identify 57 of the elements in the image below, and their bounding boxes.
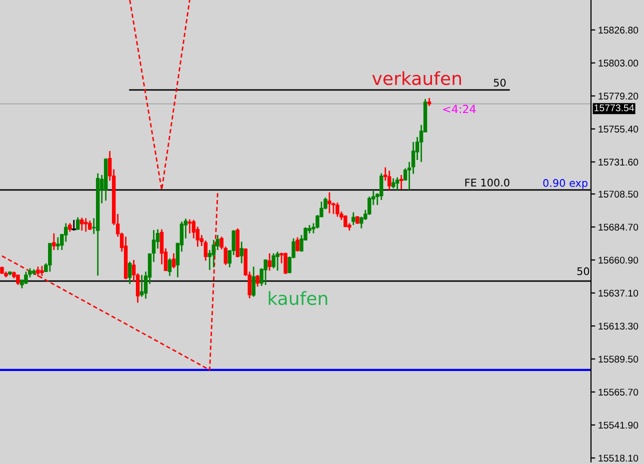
candlestick [212, 239, 216, 268]
candlestick [399, 174, 404, 190]
candlestick [140, 274, 144, 298]
y-tick-label: 15565.70 [598, 388, 638, 396]
candlestick [172, 252, 176, 269]
ref-line-label: 15773.54 [594, 104, 634, 112]
annotation: <4:24 [443, 104, 476, 114]
y-tick-label: 15684.70 [598, 224, 638, 231]
annotation: kaufen [268, 291, 328, 306]
candlestick [128, 260, 132, 285]
y-tick-label: 15803.00 [598, 60, 638, 67]
candlestick [379, 172, 384, 201]
candlestick [48, 242, 52, 272]
candlestick [80, 216, 84, 232]
candlestick [284, 252, 288, 275]
candlestick [352, 212, 356, 226]
candlestick [336, 202, 340, 218]
y-tick-label: 15708.50 [598, 190, 638, 198]
candlestick [264, 258, 268, 286]
candlestick [240, 240, 244, 264]
y-tick-label: 15755.40 [598, 126, 638, 133]
y-tick-label: 15613.30 [598, 322, 638, 330]
candlestick [52, 232, 56, 251]
candlestick [188, 218, 192, 234]
y-tick-label: 15660.90 [598, 256, 638, 264]
legend-label: 50 [577, 267, 590, 276]
y-tick-label: 15779.20 [598, 92, 638, 100]
candlestick [40, 265, 44, 277]
candlestick [64, 222, 68, 242]
y-tick-label: 15731.60 [598, 158, 638, 166]
y-tick-label: 15637.10 [598, 290, 638, 297]
candlestick [268, 252, 272, 272]
ref-line-label: FE 100.0 [465, 178, 510, 187]
candlestick [88, 220, 92, 231]
candlestick [395, 176, 400, 191]
annotation: 50 [494, 78, 506, 87]
candlestick [168, 258, 172, 277]
y-tick-label: 15589.50 [598, 356, 638, 363]
candlestick [76, 216, 80, 231]
y-tick-label: 15826.80 [598, 26, 638, 34]
annotation: verkaufen [372, 71, 461, 86]
candlestick [56, 236, 60, 251]
candlestick [84, 218, 88, 232]
candlestick [256, 274, 260, 288]
candlestick [296, 236, 300, 252]
y-tick-label: 15518.10 [598, 454, 638, 462]
y-tick-label: 15541.90 [598, 422, 638, 429]
candlestick [24, 270, 28, 285]
candlestick [387, 170, 392, 191]
candlestick [328, 192, 332, 214]
candlestick [16, 274, 20, 286]
candlestick [252, 266, 256, 298]
annotation: 0.90 exp [543, 179, 588, 189]
candlestick [36, 266, 40, 278]
candlestick [276, 250, 280, 272]
candlestick [391, 178, 396, 189]
candlestick [272, 252, 276, 269]
